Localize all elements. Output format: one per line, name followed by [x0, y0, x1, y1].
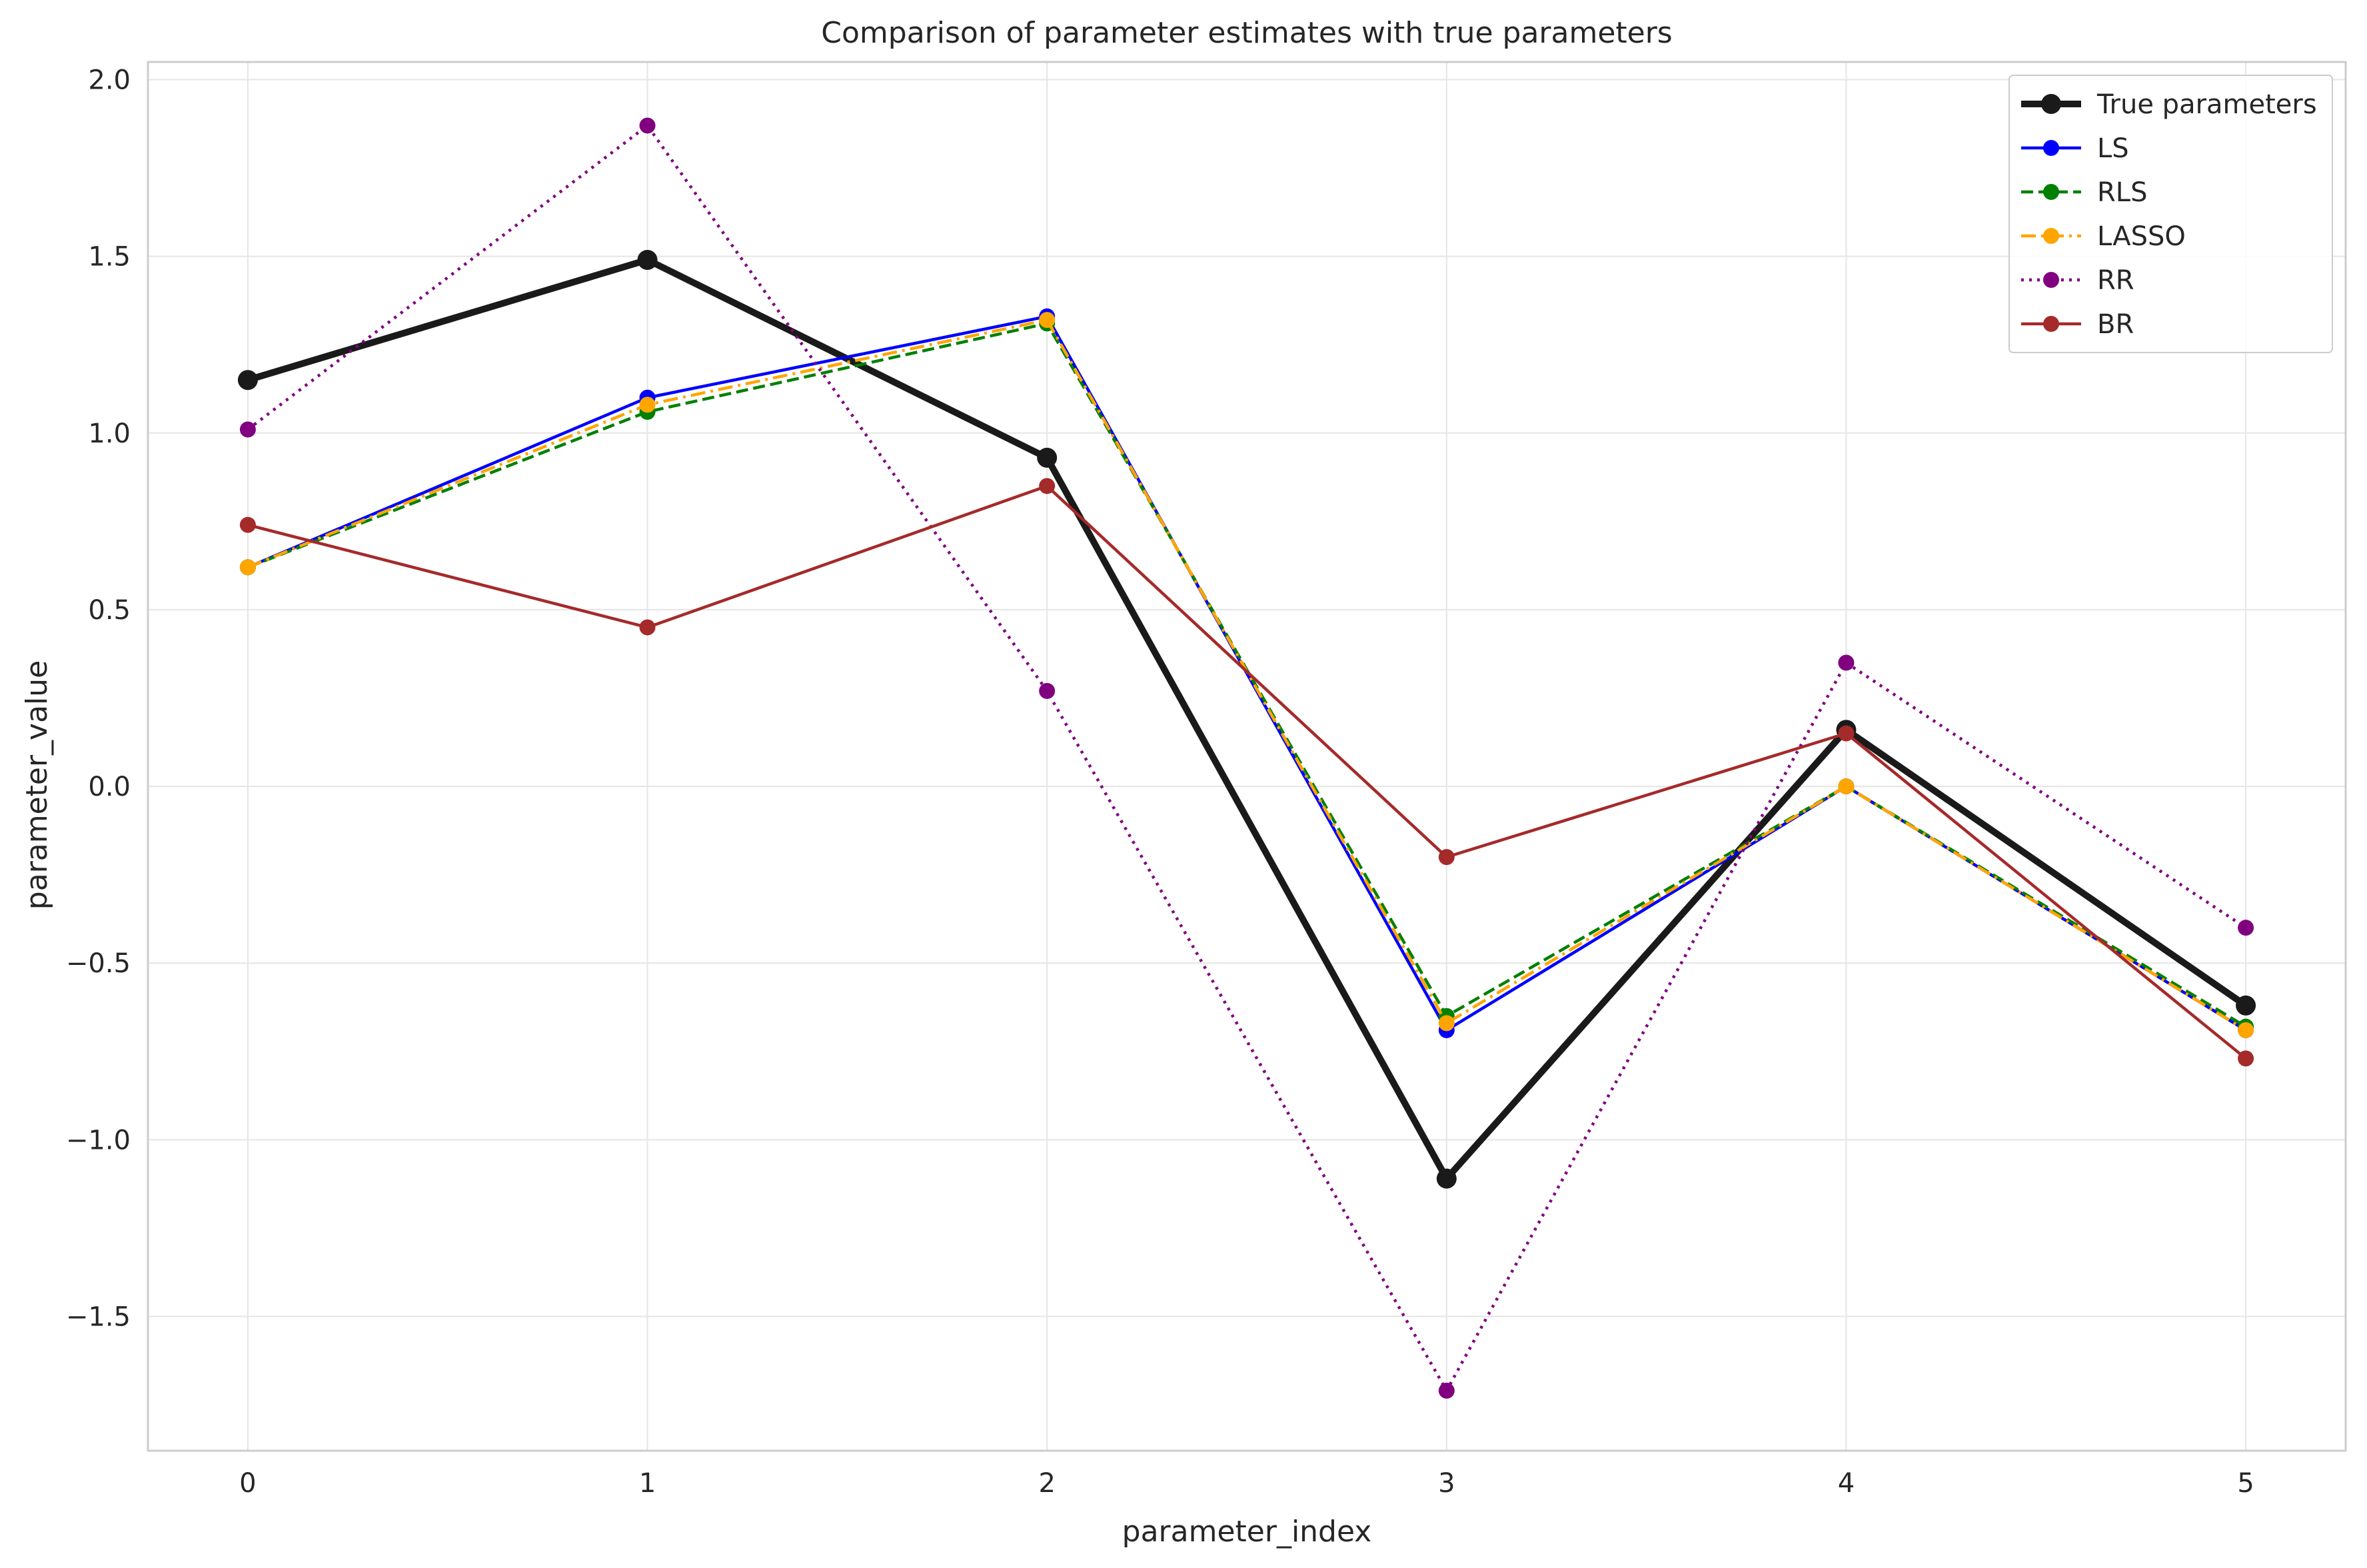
data-point-true-parameters: [1437, 1169, 1457, 1189]
data-point-rr: [1039, 683, 1055, 699]
legend-label-true-parameters: True parameters: [2096, 89, 2317, 120]
x-tick-label: 4: [1838, 1468, 1855, 1499]
y-tick-label: 1.5: [88, 242, 131, 273]
data-point-lasso: [1439, 1015, 1455, 1031]
legend-marker-br: [2043, 316, 2059, 332]
legend: True parameters LS RLS LASSO RR BR: [2009, 75, 2332, 353]
x-tick-label: 2: [1038, 1468, 1055, 1499]
legend-label-ls: LS: [2097, 133, 2129, 164]
data-point-br: [640, 619, 656, 635]
x-tick-label: 5: [2237, 1468, 2254, 1499]
x-tick-label: 3: [1438, 1468, 1455, 1499]
y-tick-label: 0.0: [88, 772, 131, 802]
y-tick-label: −1.5: [66, 1301, 131, 1332]
legend-marker-true-parameters: [2041, 94, 2061, 114]
data-point-rr: [2238, 920, 2254, 936]
legend-marker-rr: [2043, 272, 2059, 288]
data-point-rr: [1439, 1383, 1455, 1399]
data-point-br: [1039, 478, 1055, 494]
y-tick-label: 1.0: [88, 418, 131, 449]
data-point-br: [1439, 849, 1455, 865]
chart-title: Comparison of parameter estimates with t…: [821, 16, 1672, 50]
y-tick-label: 2.0: [88, 65, 131, 96]
legend-marker-ls: [2043, 140, 2059, 156]
y-tick-label: −0.5: [66, 948, 131, 979]
data-point-true-parameters: [238, 370, 258, 390]
data-point-lasso: [2238, 1022, 2254, 1038]
legend-marker-lasso: [2043, 228, 2059, 244]
y-axis-title: parameter_value: [20, 660, 54, 910]
data-point-lasso: [1838, 778, 1854, 794]
data-point-rr: [640, 117, 656, 133]
x-tick-label: 1: [639, 1468, 656, 1499]
data-point-lasso: [640, 396, 656, 412]
y-tick-label: −1.0: [66, 1125, 131, 1156]
data-point-true-parameters: [1037, 448, 1057, 468]
data-point-br: [1838, 726, 1854, 742]
data-point-br: [2238, 1050, 2254, 1066]
data-point-rr: [1838, 654, 1854, 670]
data-point-true-parameters: [638, 250, 658, 270]
data-point-br: [240, 517, 256, 533]
legend-label-rr: RR: [2097, 265, 2134, 296]
data-point-true-parameters: [2236, 996, 2256, 1016]
legend-label-br: BR: [2097, 309, 2134, 340]
data-point-rr: [240, 421, 256, 437]
legend-marker-rls: [2043, 184, 2059, 200]
legend-label-lasso: LASSO: [2097, 221, 2186, 252]
data-point-lasso: [1039, 312, 1055, 328]
y-tick-label: 0.5: [88, 595, 131, 626]
legend-label-rls: RLS: [2097, 177, 2147, 208]
data-point-lasso: [240, 559, 256, 575]
x-tick-label: 0: [239, 1468, 256, 1499]
x-axis-title: parameter_index: [1122, 1515, 1372, 1549]
